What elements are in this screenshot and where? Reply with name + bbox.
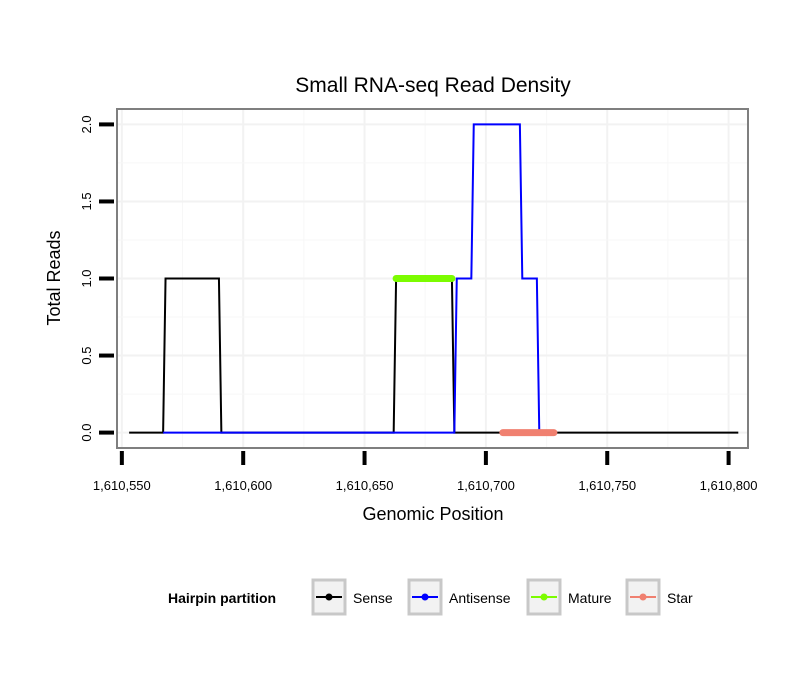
chart-title: Small RNA-seq Read Density [295,74,571,97]
y-axis-title: Total Reads [44,230,64,325]
legend-label-antisense: Antisense [449,590,511,606]
legend-label-sense: Sense [353,590,393,606]
x-axis-title: Genomic Position [362,504,503,524]
plot-panel-border [116,108,749,449]
legend: Hairpin partition Sense Antisense Mature St… [168,578,693,616]
y-tick-label: 2.0 [79,115,94,133]
legend-key-point [540,593,548,601]
y-tick-label: 0.0 [79,424,94,442]
y-tick-label: 1.0 [79,269,94,287]
legend-key-point [325,593,333,601]
x-tick-label: 1,610,600 [214,478,272,493]
series-layer [129,123,739,437]
legend-label-star: Star [667,590,693,606]
y-tick-label: 1.5 [79,192,94,210]
y-tick-label: 0.5 [79,347,94,365]
legend-key-point [639,593,647,601]
legend-label-mature: Mature [568,590,612,606]
x-tick-label: 1,610,750 [578,478,636,493]
legend-title: Hairpin partition [168,590,276,606]
legend-key-point [421,593,429,601]
x-tick-label: 1,610,800 [700,478,758,493]
x-tick-label: 1,610,650 [336,478,394,493]
x-axis: 1,610,550 1,610,600 1,610,650 1,610,700 1,61… [93,451,758,493]
x-tick-label: 1,610,550 [93,478,151,493]
x-tick-label: 1,610,700 [457,478,515,493]
y-axis: 0.0 0.5 1.0 1.5 2.0 [79,115,114,442]
series-antisense-line [163,123,541,434]
